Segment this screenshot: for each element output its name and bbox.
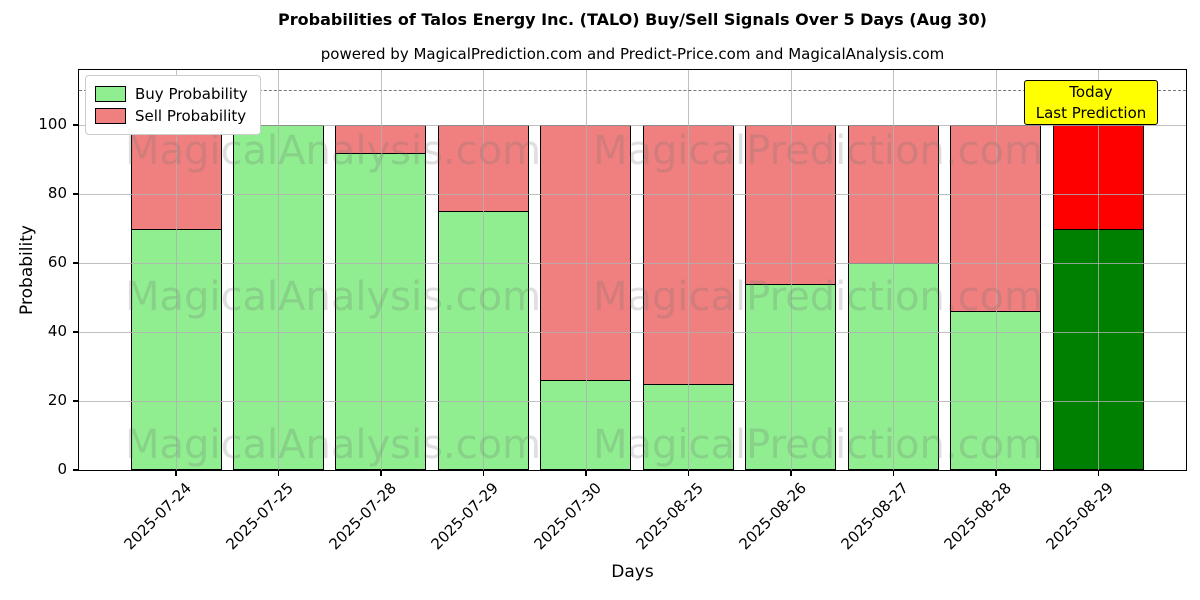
- x-tick-mark: [277, 470, 280, 476]
- today-annotation-line1: Today: [1069, 83, 1113, 101]
- legend-swatch-sell-icon: [95, 108, 126, 124]
- y-tick-label: 20: [47, 391, 67, 410]
- x-tick-label-text: 2025-08-26: [735, 479, 810, 554]
- v-gridline: [278, 70, 280, 470]
- y-tick-mark: [73, 124, 79, 126]
- legend: Buy Probability Sell Probability: [85, 75, 261, 135]
- x-tick-label-text: 2025-07-29: [427, 479, 503, 554]
- y-tick-label: 0: [57, 460, 67, 478]
- x-tick-mark: [790, 470, 792, 476]
- y-tick-label: 100: [38, 115, 67, 134]
- v-gridline: [995, 70, 997, 470]
- y-tick-mark: [73, 262, 79, 264]
- x-tick-mark: [995, 470, 997, 476]
- x-tick-label-text: 2025-08-29: [1042, 479, 1118, 554]
- chart-subtitle: powered by MagicalPrediction.com and Pre…: [320, 45, 945, 63]
- x-tick-label-text: 2025-08-25: [632, 479, 708, 554]
- h-gridline: [79, 263, 1186, 265]
- x-tick-mark: [175, 470, 177, 476]
- v-gridline: [483, 70, 485, 470]
- x-tick-label-text: 2025-08-27: [837, 479, 913, 554]
- x-tick-mark: [585, 470, 587, 476]
- x-tick-label-text: 2025-07-30: [530, 479, 605, 554]
- x-axis-label: Days: [611, 562, 654, 582]
- h-gridline: [79, 125, 1186, 127]
- x-tick-mark: [482, 470, 485, 476]
- x-tick-label-text: 2025-08-28: [940, 479, 1015, 554]
- v-gridline: [585, 70, 587, 470]
- x-tick-mark: [892, 470, 895, 476]
- x-tick-mark: [687, 470, 690, 476]
- y-tick-mark: [73, 193, 79, 195]
- x-tick-mark: [380, 470, 382, 476]
- v-gridline: [688, 70, 690, 470]
- v-gridline: [176, 70, 177, 470]
- h-gridline: [79, 401, 1186, 403]
- y-tick-label: 80: [47, 184, 67, 203]
- v-gridline: [893, 70, 895, 470]
- h-gridline: [79, 194, 1186, 196]
- x-tick-label-text: 2025-07-25: [222, 479, 298, 554]
- dashed-reference-line: [79, 89, 1186, 91]
- y-tick-mark: [73, 400, 79, 402]
- y-tick-mark: [73, 469, 79, 471]
- v-gridline: [1098, 70, 1100, 470]
- legend-label-buy: Buy Probability: [135, 85, 248, 103]
- today-annotation: Today Last Prediction: [1024, 80, 1158, 125]
- legend-entry-sell: Sell Probability: [95, 105, 248, 127]
- v-gridline: [790, 70, 792, 470]
- y-tick-mark: [73, 331, 79, 333]
- y-tick-label: 60: [47, 253, 67, 272]
- x-tick-label-text: 2025-07-24: [120, 479, 195, 554]
- x-tick-label-text: 2025-07-28: [325, 479, 400, 554]
- x-tick-mark: [1097, 470, 1100, 476]
- today-annotation-line2: Last Prediction: [1035, 104, 1147, 122]
- legend-entry-buy: Buy Probability: [95, 83, 248, 105]
- y-tick-label: 40: [47, 322, 67, 341]
- chart-title: Probabilities of Talos Energy Inc. (TALO…: [278, 10, 987, 29]
- legend-swatch-buy-icon: [95, 86, 126, 102]
- h-gridline: [79, 332, 1186, 334]
- legend-label-sell: Sell Probability: [135, 107, 247, 125]
- v-gridline: [380, 70, 382, 470]
